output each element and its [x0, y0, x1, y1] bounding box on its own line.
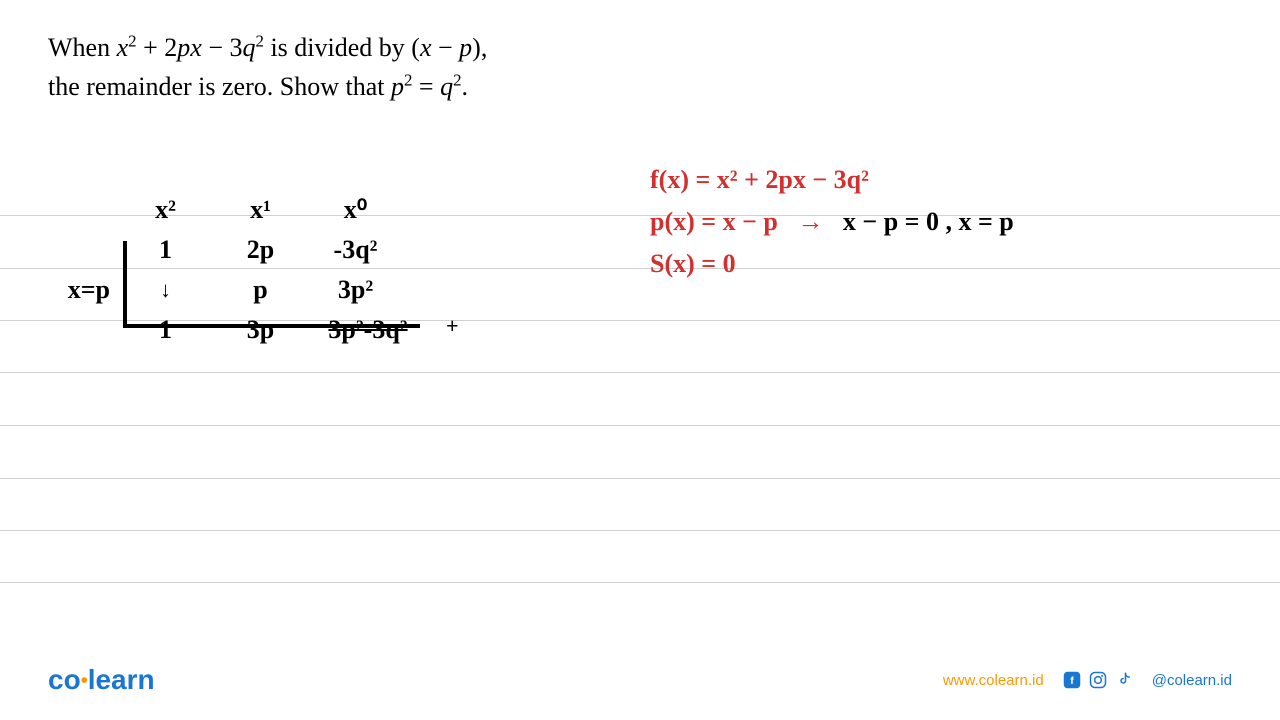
eq-px-red: p(x) = x − p → — [650, 207, 843, 236]
eq-sx: S(x) = 0 — [650, 249, 1014, 279]
synthetic-division: x² x¹ x⁰ 1 2p -3q² x=p ↓ p 3p² 1 3p 3p²-… — [58, 195, 428, 355]
footer-handle: @colearn.id — [1152, 672, 1232, 689]
synth-header-row: x² x¹ x⁰ — [58, 195, 428, 225]
synth-h1: x¹ — [213, 195, 308, 225]
synth-result-row: 1 3p 3p²-3q² — [58, 315, 428, 345]
synth-m2: 3p² — [308, 275, 403, 305]
svg-text:f: f — [1070, 675, 1074, 687]
instagram-icon — [1088, 670, 1108, 690]
right-handwork: f(x) = x² + 2px − 3q² p(x) = x − p → x −… — [650, 165, 1014, 291]
eq-fx: f(x) = x² + 2px − 3q² — [650, 165, 1014, 195]
footer: co•learn www.colearn.id f @colearn.id — [0, 660, 1280, 700]
footer-url: www.colearn.id — [943, 672, 1044, 689]
facebook-icon: f — [1062, 670, 1082, 690]
synth-c2: -3q² — [308, 235, 403, 265]
synth-r2: 3p²-3q² — [308, 315, 428, 345]
synth-c0: 1 — [118, 235, 213, 265]
synth-r0: 1 — [118, 315, 213, 345]
logo-co: co — [48, 664, 81, 695]
footer-right: www.colearn.id f @colearn.id — [943, 670, 1232, 690]
problem-line-1: When x2 + 2px − 3q2 is divided by (x − p… — [48, 28, 487, 67]
tiktok-icon — [1114, 670, 1134, 690]
logo-dot-icon: • — [81, 670, 88, 692]
synth-m1: p — [213, 275, 308, 305]
problem-statement: When x2 + 2px − 3q2 is divided by (x − p… — [48, 28, 487, 106]
notebook-rules — [0, 0, 1280, 720]
synth-h0: x² — [118, 195, 213, 225]
synth-c1: 2p — [213, 235, 308, 265]
synth-m0: ↓ — [118, 277, 213, 303]
eq-px-black: x − p = 0 , x = p — [843, 207, 1014, 236]
logo-learn: learn — [88, 664, 155, 695]
synth-mid-row: x=p ↓ p 3p² — [58, 275, 428, 305]
synth-r1: 3p — [213, 315, 308, 345]
brand-logo: co•learn — [48, 664, 155, 696]
synth-mid-label: x=p — [58, 275, 118, 305]
problem-line-2: the remainder is zero. Show that p2 = q2… — [48, 67, 487, 106]
synth-coeff-row: 1 2p -3q² — [58, 235, 428, 265]
social-icons: f — [1062, 670, 1134, 690]
synth-plus-marker: + — [446, 313, 459, 339]
synth-h2: x⁰ — [308, 195, 403, 225]
eq-px: p(x) = x − p → x − p = 0 , x = p — [650, 207, 1014, 237]
